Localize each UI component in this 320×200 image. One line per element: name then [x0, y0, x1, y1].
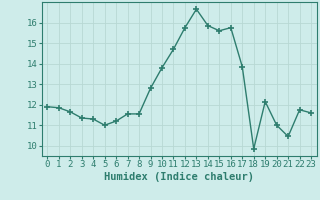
X-axis label: Humidex (Indice chaleur): Humidex (Indice chaleur): [104, 172, 254, 182]
